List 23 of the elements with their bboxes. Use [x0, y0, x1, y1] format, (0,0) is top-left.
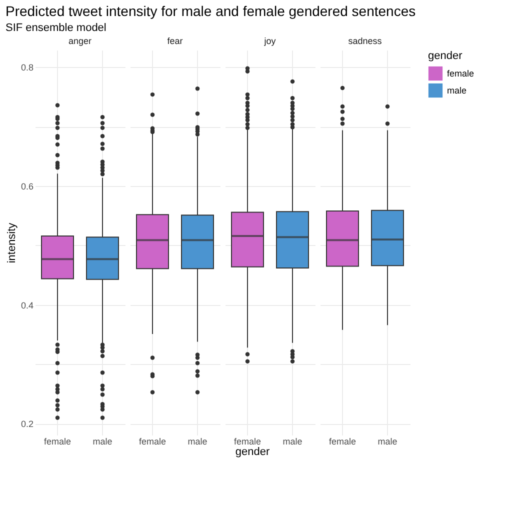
- x-tick-label: female: [138, 436, 166, 446]
- x-tick-label: male: [92, 436, 112, 446]
- x-tick-label: male: [188, 436, 208, 446]
- text: Predicted tweet intensity for male and female gendered sentences: [5, 3, 416, 19]
- y-tick-label: 0.8: [20, 62, 34, 73]
- x-tick-label: male: [282, 436, 302, 446]
- y-axis-title: intensity: [6, 222, 18, 264]
- x-tick-label: male: [378, 436, 398, 446]
- chart-title: fear: [167, 36, 183, 46]
- chart-title: joy: [263, 36, 276, 46]
- x-tick-label: female: [328, 436, 356, 446]
- chart-title: anger: [68, 36, 92, 46]
- text: SIF ensemble model: [5, 22, 106, 34]
- legend-label: female: [447, 68, 474, 78]
- y-tick-label: 0.2: [20, 419, 34, 430]
- legend-title: gender: [428, 50, 463, 62]
- x-tick-label: female: [44, 436, 72, 446]
- text: gender: [235, 446, 270, 458]
- x-tick-label: female: [234, 436, 262, 446]
- chart-title: sadness: [348, 36, 382, 46]
- legend-label: male: [447, 86, 467, 96]
- y-tick-label: 0.4: [20, 300, 34, 310]
- y-tick-label: 0.6: [20, 182, 34, 192]
